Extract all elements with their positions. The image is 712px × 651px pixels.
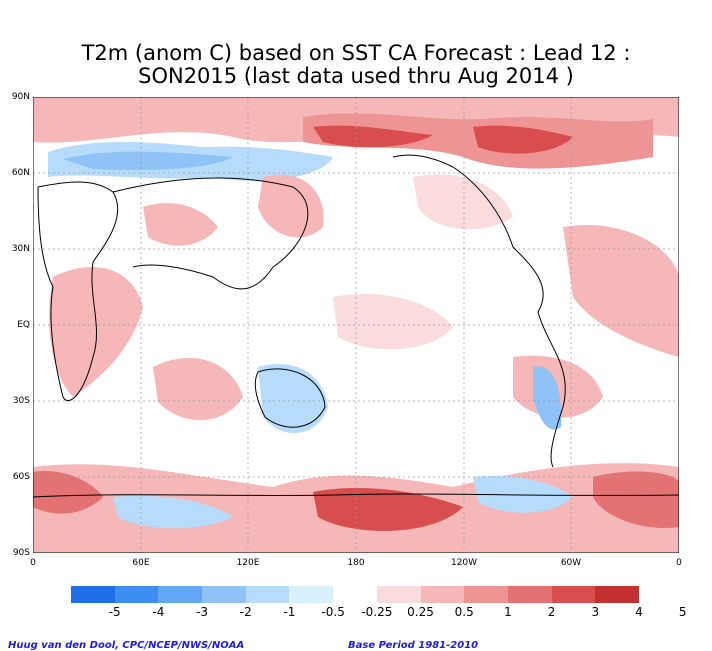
y-label-60s: 60S	[12, 472, 30, 482]
legend-swatch	[245, 586, 290, 603]
legend-swatch	[420, 586, 465, 603]
color-legend	[71, 586, 639, 603]
anomaly-map	[33, 97, 679, 553]
legend-swatch	[333, 586, 377, 603]
credit-author: Huug van den Dool, CPC/NCEP/NWS/NOAA	[8, 640, 245, 651]
x-label-0-east: 0	[676, 558, 682, 568]
y-label-30s: 30S	[12, 396, 30, 406]
x-label-120e: 120E	[236, 558, 260, 568]
legend-label: -2	[239, 605, 252, 619]
x-label-180: 180	[347, 558, 365, 568]
x-label-0: 0	[30, 558, 36, 568]
legend-label: 2	[547, 605, 556, 619]
anomaly-shading	[33, 97, 679, 553]
legend-swatch	[202, 586, 246, 603]
credit-base-period: Base Period 1981-2010	[348, 640, 479, 651]
legend-swatch	[595, 586, 639, 603]
y-label-30n: 30N	[11, 244, 30, 254]
y-label-eq: EQ	[17, 320, 30, 330]
x-label-60e: 60E	[132, 558, 150, 568]
legend-label: -0.25	[361, 605, 393, 619]
y-label-60n: 60N	[11, 168, 30, 178]
coastlines	[33, 154, 679, 498]
legend-swatch	[114, 586, 159, 603]
legend-label: 5	[678, 605, 687, 619]
y-label-90s: 90S	[12, 548, 30, 558]
legend-swatch	[158, 586, 203, 603]
x-label-120w: 120W	[450, 558, 478, 568]
x-label-60w: 60W	[560, 558, 582, 568]
legend-label: 3	[591, 605, 600, 619]
map-title-line1: T2m (anom C) based on SST CA Forecast : …	[81, 41, 631, 65]
legend-label: -1	[283, 605, 296, 619]
legend-label: 0.5	[454, 605, 474, 619]
legend-label: -0.5	[321, 605, 345, 619]
graticule	[33, 97, 679, 553]
legend-swatch	[551, 586, 596, 603]
legend-label: -5	[108, 605, 121, 619]
legend-swatch	[289, 586, 334, 603]
y-label-90n: 90N	[11, 92, 30, 102]
legend-swatch	[507, 586, 552, 603]
legend-label: 0.25	[407, 605, 434, 619]
map-title-line2: SON2015 (last data used thru Aug 2014 )	[138, 64, 574, 88]
legend-swatch	[464, 586, 508, 603]
legend-swatch	[71, 586, 115, 603]
legend-swatch	[376, 586, 421, 603]
legend-label: 4	[635, 605, 643, 619]
legend-label: 1	[504, 605, 512, 619]
legend-label: -3	[196, 605, 209, 619]
legend-label: -4	[152, 605, 165, 619]
